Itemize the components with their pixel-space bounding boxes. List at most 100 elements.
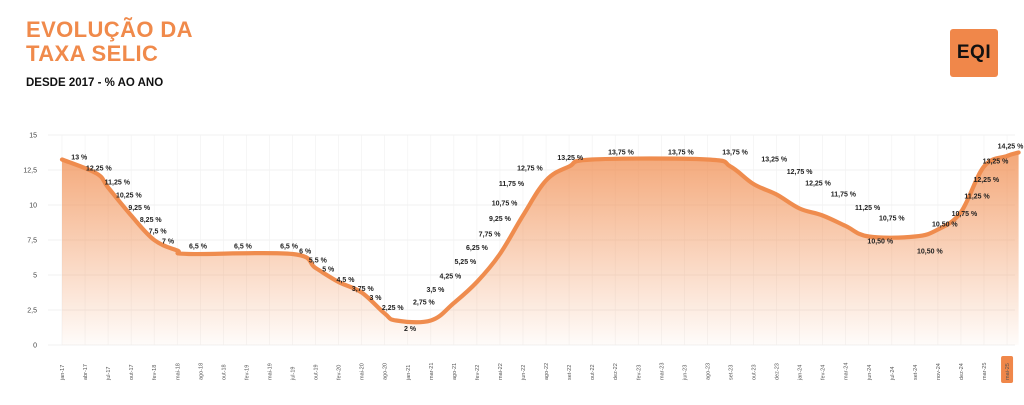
selic-area — [62, 152, 1019, 345]
x-tick-label-18: fev-22 — [475, 365, 481, 380]
data-label-42: 10,75 % — [952, 211, 978, 218]
x-tick-label-6: ago-18 — [198, 363, 204, 380]
x-tick-label-33: fev-24 — [821, 365, 827, 380]
data-label-32: 13,75 % — [722, 150, 748, 157]
x-tick-label-8: fev-19 — [244, 365, 250, 380]
data-label-44: 12,25 % — [973, 177, 999, 184]
x-tick-label-40: mar-25 — [982, 363, 988, 380]
data-label-33: 13,25 % — [761, 157, 787, 164]
x-tick-label-9: mai-19 — [267, 363, 273, 380]
data-label-9: 6,5 % — [234, 243, 253, 250]
data-label-12: 5,5 % — [309, 257, 328, 264]
x-tick-label-30: out-23 — [752, 364, 758, 380]
chart-title-line-1: EVOLUÇÃO DA — [26, 17, 193, 42]
data-label-11: 6 % — [299, 248, 312, 255]
data-label-19: 2,75 % — [413, 299, 436, 306]
x-tick-label-19: mai-22 — [498, 363, 504, 380]
data-label-20: 3,5 % — [426, 287, 445, 294]
data-label-17: 2,25 % — [382, 305, 405, 312]
data-label-25: 9,25 % — [489, 216, 512, 223]
y-tick-label-5: 12,5 — [23, 168, 37, 175]
data-label-3: 10,25 % — [116, 192, 142, 199]
x-tick-label-28: ago-23 — [705, 363, 711, 380]
data-label-4: 9,25 % — [128, 205, 151, 212]
data-label-2: 11,25 % — [105, 180, 131, 187]
x-tick-label-31: dez-23 — [775, 363, 781, 380]
y-tick-label-4: 10 — [29, 203, 37, 210]
x-tick-label-5: mai-18 — [175, 363, 181, 380]
x-tick-label-34: mar-24 — [844, 363, 850, 380]
x-tick-label-26: mar-23 — [659, 363, 665, 380]
data-label-22: 5,25 % — [454, 259, 477, 266]
data-label-26: 10,75 % — [492, 201, 518, 208]
chart-subtitle: DESDE 2017 - % AO ANO — [26, 77, 164, 89]
data-label-38: 10,75 % — [879, 215, 905, 222]
x-tick-label-7: out-18 — [221, 364, 227, 380]
data-label-29: 13,25 % — [557, 155, 583, 162]
x-tick-label-3: out-17 — [129, 364, 135, 380]
x-tick-label-35: jun-24 — [867, 365, 873, 381]
y-tick-label-0: 0 — [33, 343, 37, 350]
x-tick-label-0: jan-17 — [60, 365, 66, 381]
x-tick-label-29: set-23 — [728, 365, 734, 380]
data-label-39: 10,50 % — [867, 239, 893, 246]
chart-title-line-2: TAXA SELIC — [26, 41, 159, 66]
x-tick-label-38: nov-24 — [936, 363, 942, 380]
data-label-43: 11,25 % — [964, 194, 990, 201]
x-tick-label-37: set-24 — [913, 365, 919, 380]
data-label-24: 7,75 % — [479, 232, 502, 239]
y-axis-ticks: 0 2,5 5 7,5 10 12,5 15 — [23, 133, 37, 350]
x-tick-label-15: jan-21 — [406, 365, 412, 381]
eqi-logo: EQI — [950, 29, 998, 77]
x-tick-label-21: ago-22 — [544, 363, 550, 380]
data-label-8: 6,5 % — [189, 243, 208, 250]
data-label-40: 10,50 % — [917, 248, 943, 255]
data-label-37: 11,25 % — [855, 205, 881, 212]
data-label-31: 13,75 % — [668, 150, 694, 157]
x-tick-label-27: jun-23 — [682, 365, 688, 381]
area-layer — [62, 152, 1019, 345]
x-tick-label-23: out-22 — [590, 364, 596, 380]
x-tick-label-20: jun-22 — [521, 365, 527, 381]
data-label-46: 14,25 % — [998, 143, 1024, 150]
x-tick-highlight — [1001, 356, 1014, 383]
selic-line — [59, 150, 1021, 325]
x-tick-label-39: dez-24 — [959, 363, 965, 380]
data-label-10: 6,5 % — [280, 243, 299, 250]
data-label-14: 4,5 % — [337, 277, 356, 284]
data-label-36: 11,75 % — [831, 192, 857, 199]
data-labels: 13 % 12,25 % 11,25 % 10,25 % 9,25 % 8,25 % 7,5… — [71, 143, 1024, 333]
chart-title: EVOLUÇÃO DA TAXA SELIC — [26, 18, 193, 66]
x-tick-label-24: dez-22 — [613, 363, 619, 380]
x-tick-label-12: fev-20 — [337, 365, 343, 380]
y-tick-label-1: 2,5 — [27, 308, 37, 315]
data-label-1: 12,25 % — [86, 166, 112, 173]
data-label-0: 13 % — [71, 155, 88, 162]
line-layer — [59, 150, 1021, 325]
x-tick-label-22: set-22 — [567, 365, 573, 380]
data-label-6: 7,5 % — [149, 229, 168, 236]
x-tick-label-13: mai-20 — [360, 363, 366, 380]
data-label-45: 13,25 % — [983, 159, 1009, 166]
data-label-5: 8,25 % — [140, 217, 163, 224]
data-label-15: 3,75 % — [352, 286, 375, 293]
y-tick-label-2: 5 — [33, 273, 37, 280]
data-label-7: 7 % — [162, 239, 175, 246]
data-label-13: 5 % — [322, 267, 335, 274]
x-tick-label-1: abr-17 — [83, 364, 89, 380]
data-label-41: 10,50 % — [932, 222, 958, 229]
data-label-34: 12,75 % — [787, 169, 813, 176]
x-tick-label-25: fev-23 — [636, 365, 642, 380]
data-label-16: 3 % — [369, 295, 382, 302]
x-tick-label-14: ago-20 — [383, 363, 389, 380]
y-tick-label-6: 15 — [29, 133, 37, 140]
data-label-18: 2 % — [404, 326, 417, 333]
data-label-27: 11,75 % — [499, 181, 525, 188]
data-label-30: 13,75 % — [608, 150, 634, 157]
x-tick-label-36: jul-24 — [890, 367, 896, 381]
x-tick-label-2: jul-17 — [106, 367, 112, 381]
data-label-28: 12,75 % — [517, 166, 543, 173]
x-tick-label-11: out-19 — [314, 364, 320, 380]
y-tick-label-3: 7,5 — [27, 238, 37, 245]
